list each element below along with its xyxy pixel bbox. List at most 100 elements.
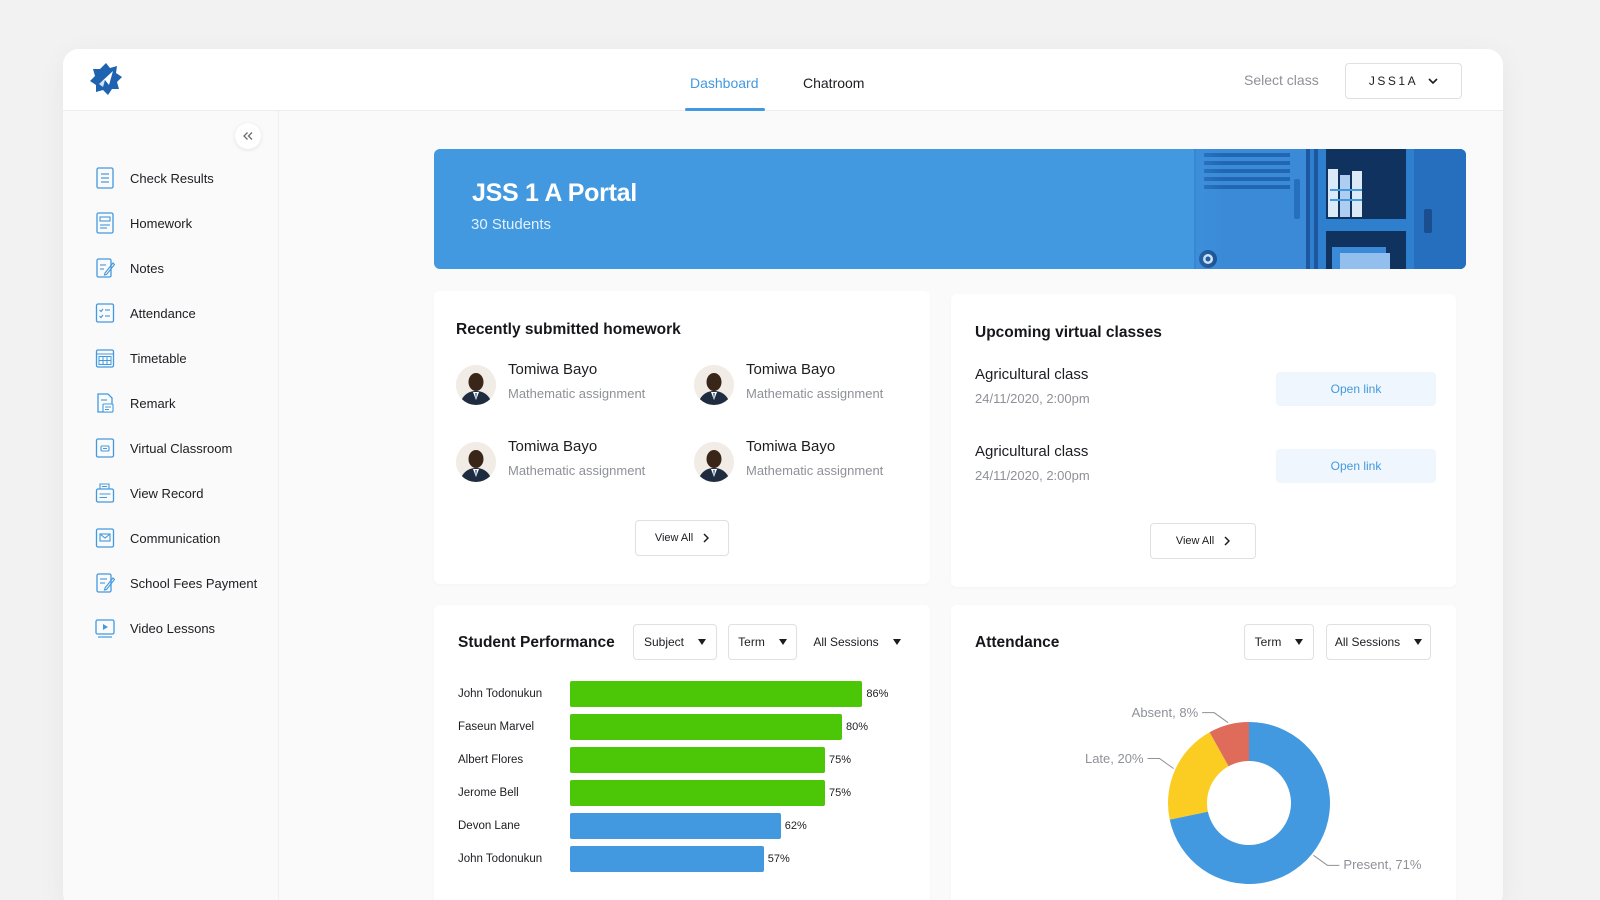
- leader-line: [1147, 758, 1174, 769]
- sidebar-item-label: Video Lessons: [130, 620, 216, 636]
- homework-card-title: Recently submitted homework: [456, 321, 681, 338]
- sidebar-item-label: School Fees Payment: [130, 575, 258, 591]
- top-bar: Dashboard Chatroom Select class JSS1A: [63, 49, 1503, 111]
- bar-category-label: John Todonukun: [458, 688, 543, 700]
- homework-card: Recently submitted homework Tomiwa Bayo …: [434, 291, 930, 584]
- sidebar-item-remark[interactable]: Remark: [95, 391, 176, 415]
- donut-slice-late: [1168, 732, 1229, 820]
- calendar-grid-icon: [95, 349, 115, 368]
- select-class-label: Select class: [1244, 72, 1319, 88]
- bar-value-label: 75%: [829, 787, 852, 799]
- sidebar-item-view-record[interactable]: View Record: [95, 481, 203, 505]
- main-content: JSS 1 A Portal 30 Students: [279, 111, 1503, 900]
- chevron-right-icon: [703, 533, 710, 543]
- sidebar-item-virtual-classroom[interactable]: Virtual Classroom: [95, 436, 232, 460]
- bar-value-label: 62%: [784, 820, 807, 832]
- checklist-icon: [95, 303, 115, 323]
- chevron-down-icon: [1428, 78, 1438, 85]
- banner-student-count: 30 Students: [471, 216, 552, 233]
- virtual-class-date: 24/11/2020, 2:00pm: [975, 391, 1090, 406]
- sidebar-item-homework[interactable]: Homework: [95, 211, 192, 235]
- filter-label: Term: [1254, 635, 1282, 649]
- video-icon: [95, 619, 115, 638]
- sidebar-item-communication[interactable]: Communication: [95, 526, 220, 550]
- caret-down-icon: [892, 639, 901, 645]
- sessions-filter-dropdown[interactable]: All Sessions: [1326, 624, 1431, 660]
- selected-class-value: JSS1A: [1368, 74, 1419, 88]
- caret-down-icon: [1414, 639, 1423, 645]
- leader-line: [1202, 712, 1229, 724]
- attendance-card: Attendance Term All Sessions Present, 71…: [951, 605, 1456, 900]
- homework-item[interactable]: Tomiwa Bayo Mathematic assignment: [456, 438, 645, 482]
- sidebar-item-label: Homework: [130, 215, 193, 231]
- filter-label: All Sessions: [813, 635, 879, 649]
- caret-down-icon: [778, 639, 787, 645]
- open-link-button[interactable]: Open link: [1276, 372, 1436, 406]
- virtual-class-name: Agricultural class: [975, 443, 1089, 460]
- class-select-dropdown[interactable]: JSS1A: [1345, 63, 1462, 99]
- bar-row: Jerome Bell 75%: [458, 780, 851, 806]
- caret-down-icon: [698, 639, 707, 645]
- subject-filter-dropdown[interactable]: Subject: [633, 624, 717, 660]
- bar-category-label: Albert Flores: [458, 754, 524, 766]
- notes-edit-icon: [96, 258, 115, 278]
- sidebar: Check Results Homework Notes Attendance …: [63, 111, 279, 900]
- bar: [570, 714, 842, 740]
- term-filter-dropdown[interactable]: Term: [728, 624, 797, 660]
- app-window: Dashboard Chatroom Select class JSS1A Ch…: [63, 49, 1503, 900]
- virtual-class-name: Agricultural class: [975, 366, 1089, 383]
- virtual-class-item: Agricultural class 24/11/2020, 2:00pm: [975, 443, 1090, 483]
- homework-item[interactable]: Tomiwa Bayo Mathematic assignment: [456, 361, 645, 405]
- open-link-button[interactable]: Open link: [1276, 449, 1436, 483]
- bar: [570, 747, 825, 773]
- student-name: Tomiwa Bayo: [746, 438, 836, 455]
- attendance-donut-svg: [1147, 712, 1340, 884]
- avatar: [694, 442, 734, 482]
- tab-chatroom[interactable]: Chatroom: [803, 75, 865, 91]
- student-name: Tomiwa Bayo: [746, 361, 836, 378]
- avatar: [456, 442, 496, 482]
- student-name: Tomiwa Bayo: [508, 361, 598, 378]
- remark-icon: [97, 393, 114, 413]
- sidebar-item-video-lessons[interactable]: Video Lessons: [95, 616, 215, 640]
- school-logo-icon[interactable]: [89, 62, 123, 96]
- avatar: [694, 365, 734, 405]
- bar-value-label: 80%: [846, 721, 869, 733]
- caret-down-icon: [1295, 639, 1304, 645]
- sidebar-item-label: Remark: [130, 395, 176, 411]
- bar: [570, 780, 825, 806]
- bar-row: Devon Lane 62%: [458, 813, 807, 839]
- virtual-classes-card: Upcoming virtual classes Agricultural cl…: [951, 294, 1456, 587]
- homework-icon: [96, 212, 114, 234]
- student-performance-card: Student Performance Subject Term All Ses…: [434, 605, 930, 900]
- term-filter-dropdown[interactable]: Term: [1244, 624, 1314, 660]
- sidebar-item-label: Virtual Classroom: [130, 440, 233, 456]
- bar: [570, 681, 863, 707]
- bar-category-label: Devon Lane: [458, 820, 521, 832]
- bar-value-label: 75%: [829, 754, 852, 766]
- tab-dashboard[interactable]: Dashboard: [690, 75, 759, 91]
- sidebar-item-school-fees-payment[interactable]: School Fees Payment: [95, 571, 257, 595]
- sidebar-item-attendance[interactable]: Attendance: [95, 301, 196, 325]
- sidebar-item-notes[interactable]: Notes: [95, 256, 164, 280]
- sessions-filter-dropdown[interactable]: All Sessions: [807, 624, 907, 660]
- chevron-right-icon: [1224, 536, 1231, 546]
- double-chevron-left-icon: [243, 132, 253, 140]
- homework-item[interactable]: Tomiwa Bayo Mathematic assignment: [694, 438, 883, 482]
- collapse-sidebar-button[interactable]: [235, 123, 261, 149]
- filter-label: All Sessions: [1334, 635, 1401, 649]
- virtual-classes-view-all-button[interactable]: View All: [1150, 523, 1256, 559]
- bar-value-label: 57%: [767, 853, 790, 865]
- sidebar-item-timetable[interactable]: Timetable: [95, 346, 187, 370]
- homework-item[interactable]: Tomiwa Bayo Mathematic assignment: [694, 361, 883, 405]
- attendance-card-title: Attendance: [975, 634, 1060, 651]
- assignment-subject: Mathematic assignment: [508, 386, 646, 401]
- sidebar-item-check-results[interactable]: Check Results: [95, 166, 214, 190]
- sidebar-item-label: Attendance: [130, 305, 196, 321]
- assignment-subject: Mathematic assignment: [746, 463, 884, 478]
- sidebar-item-label: Timetable: [130, 350, 187, 366]
- filter-label: Term: [738, 635, 765, 649]
- filter-label: Subject: [643, 635, 685, 649]
- virtual-classes-card-title: Upcoming virtual classes: [975, 324, 1162, 341]
- homework-view-all-button[interactable]: View All: [635, 520, 729, 556]
